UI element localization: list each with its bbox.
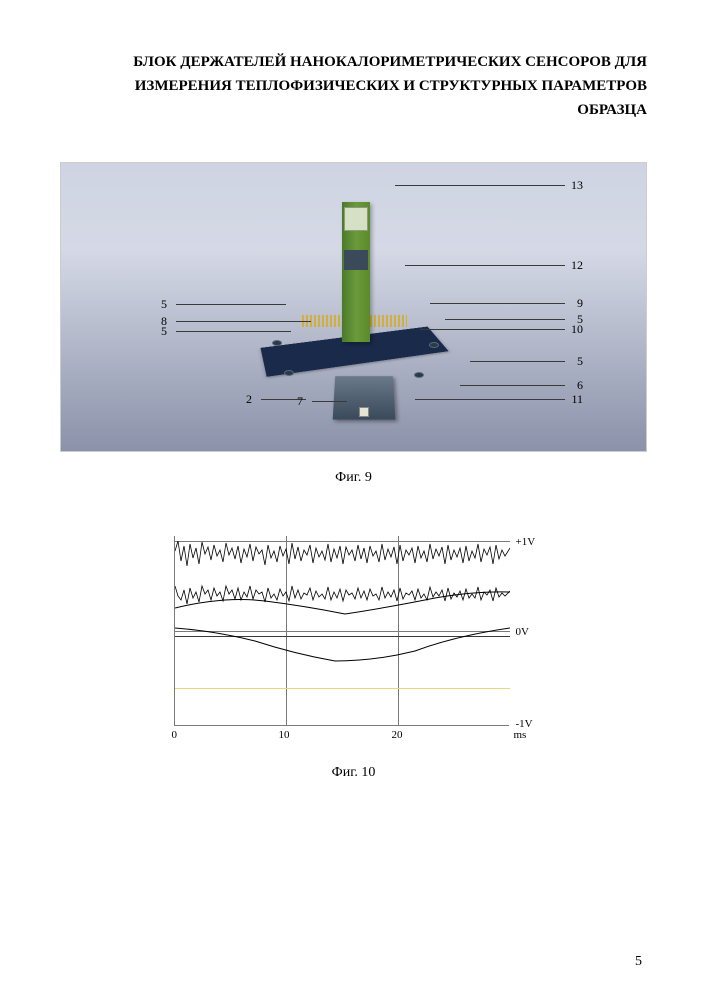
callout-line	[176, 331, 291, 332]
device-assembly	[254, 192, 454, 422]
callout-line	[430, 303, 565, 304]
callout-line	[395, 185, 565, 186]
figure-10: 01020 +1V0V-1V ms Фиг. 10	[60, 536, 647, 781]
callout-line	[312, 401, 347, 402]
title-line-2: ИЗМЕРЕНИЯ ТЕПЛОФИЗИЧЕСКИХ И СТРУКТУРНЫХ …	[60, 74, 647, 98]
figure-9-image: 58527131295105611	[60, 162, 647, 452]
figure-9: 58527131295105611 Фиг. 9	[60, 162, 647, 486]
callout-line	[470, 361, 565, 362]
callout-line	[420, 329, 565, 330]
mounting-hole	[272, 340, 282, 346]
mounting-hole	[284, 370, 294, 376]
x-tick-label: 20	[392, 729, 403, 741]
page-number: 5	[635, 954, 642, 970]
callout-label: 6	[577, 378, 583, 393]
callout-label: 10	[571, 322, 583, 337]
callout-line	[176, 304, 286, 305]
title-line-3: ОБРАЗЦА	[60, 98, 647, 122]
figure-10-caption: Фиг. 10	[332, 765, 376, 781]
callout-label: 9	[577, 296, 583, 311]
mounting-hole	[429, 342, 439, 348]
callout-label: 2	[246, 392, 252, 407]
curve-lower	[175, 628, 510, 661]
figure-9-caption: Фиг. 9	[60, 470, 647, 486]
y-tick-label: +1V	[516, 536, 536, 548]
chart-plot-area	[174, 536, 509, 726]
figure-10-chart: 01020 +1V0V-1V ms	[154, 536, 554, 751]
x-axis-unit: ms	[514, 729, 527, 741]
callout-label: 13	[571, 178, 583, 193]
callout-label: 7	[297, 394, 303, 409]
pcb-component	[344, 250, 368, 270]
y-tick-label: 0V	[516, 626, 529, 638]
document-title: БЛОК ДЕРЖАТЕЛЕЙ НАНОКАЛОРИМЕТРИЧЕСКИХ СЕ…	[60, 50, 647, 122]
callout-line	[460, 385, 565, 386]
signal-curves	[175, 536, 510, 726]
callout-line	[405, 265, 565, 266]
callout-label: 5	[161, 297, 167, 312]
callout-label: 5	[577, 354, 583, 369]
mounting-hole	[414, 372, 424, 378]
callout-label: 11	[571, 392, 583, 407]
title-line-1: БЛОК ДЕРЖАТЕЛЕЙ НАНОКАЛОРИМЕТРИЧЕСКИХ СЕ…	[60, 50, 647, 74]
x-tick-label: 0	[172, 729, 178, 741]
x-tick-label: 10	[279, 729, 290, 741]
sensor-chip	[344, 207, 368, 231]
callout-label: 5	[161, 324, 167, 339]
callout-label: 12	[571, 258, 583, 273]
curve-upper	[175, 592, 510, 614]
callout-line	[445, 319, 565, 320]
callout-line	[415, 399, 565, 400]
callout-line	[176, 321, 311, 322]
front-sensor	[359, 407, 369, 417]
